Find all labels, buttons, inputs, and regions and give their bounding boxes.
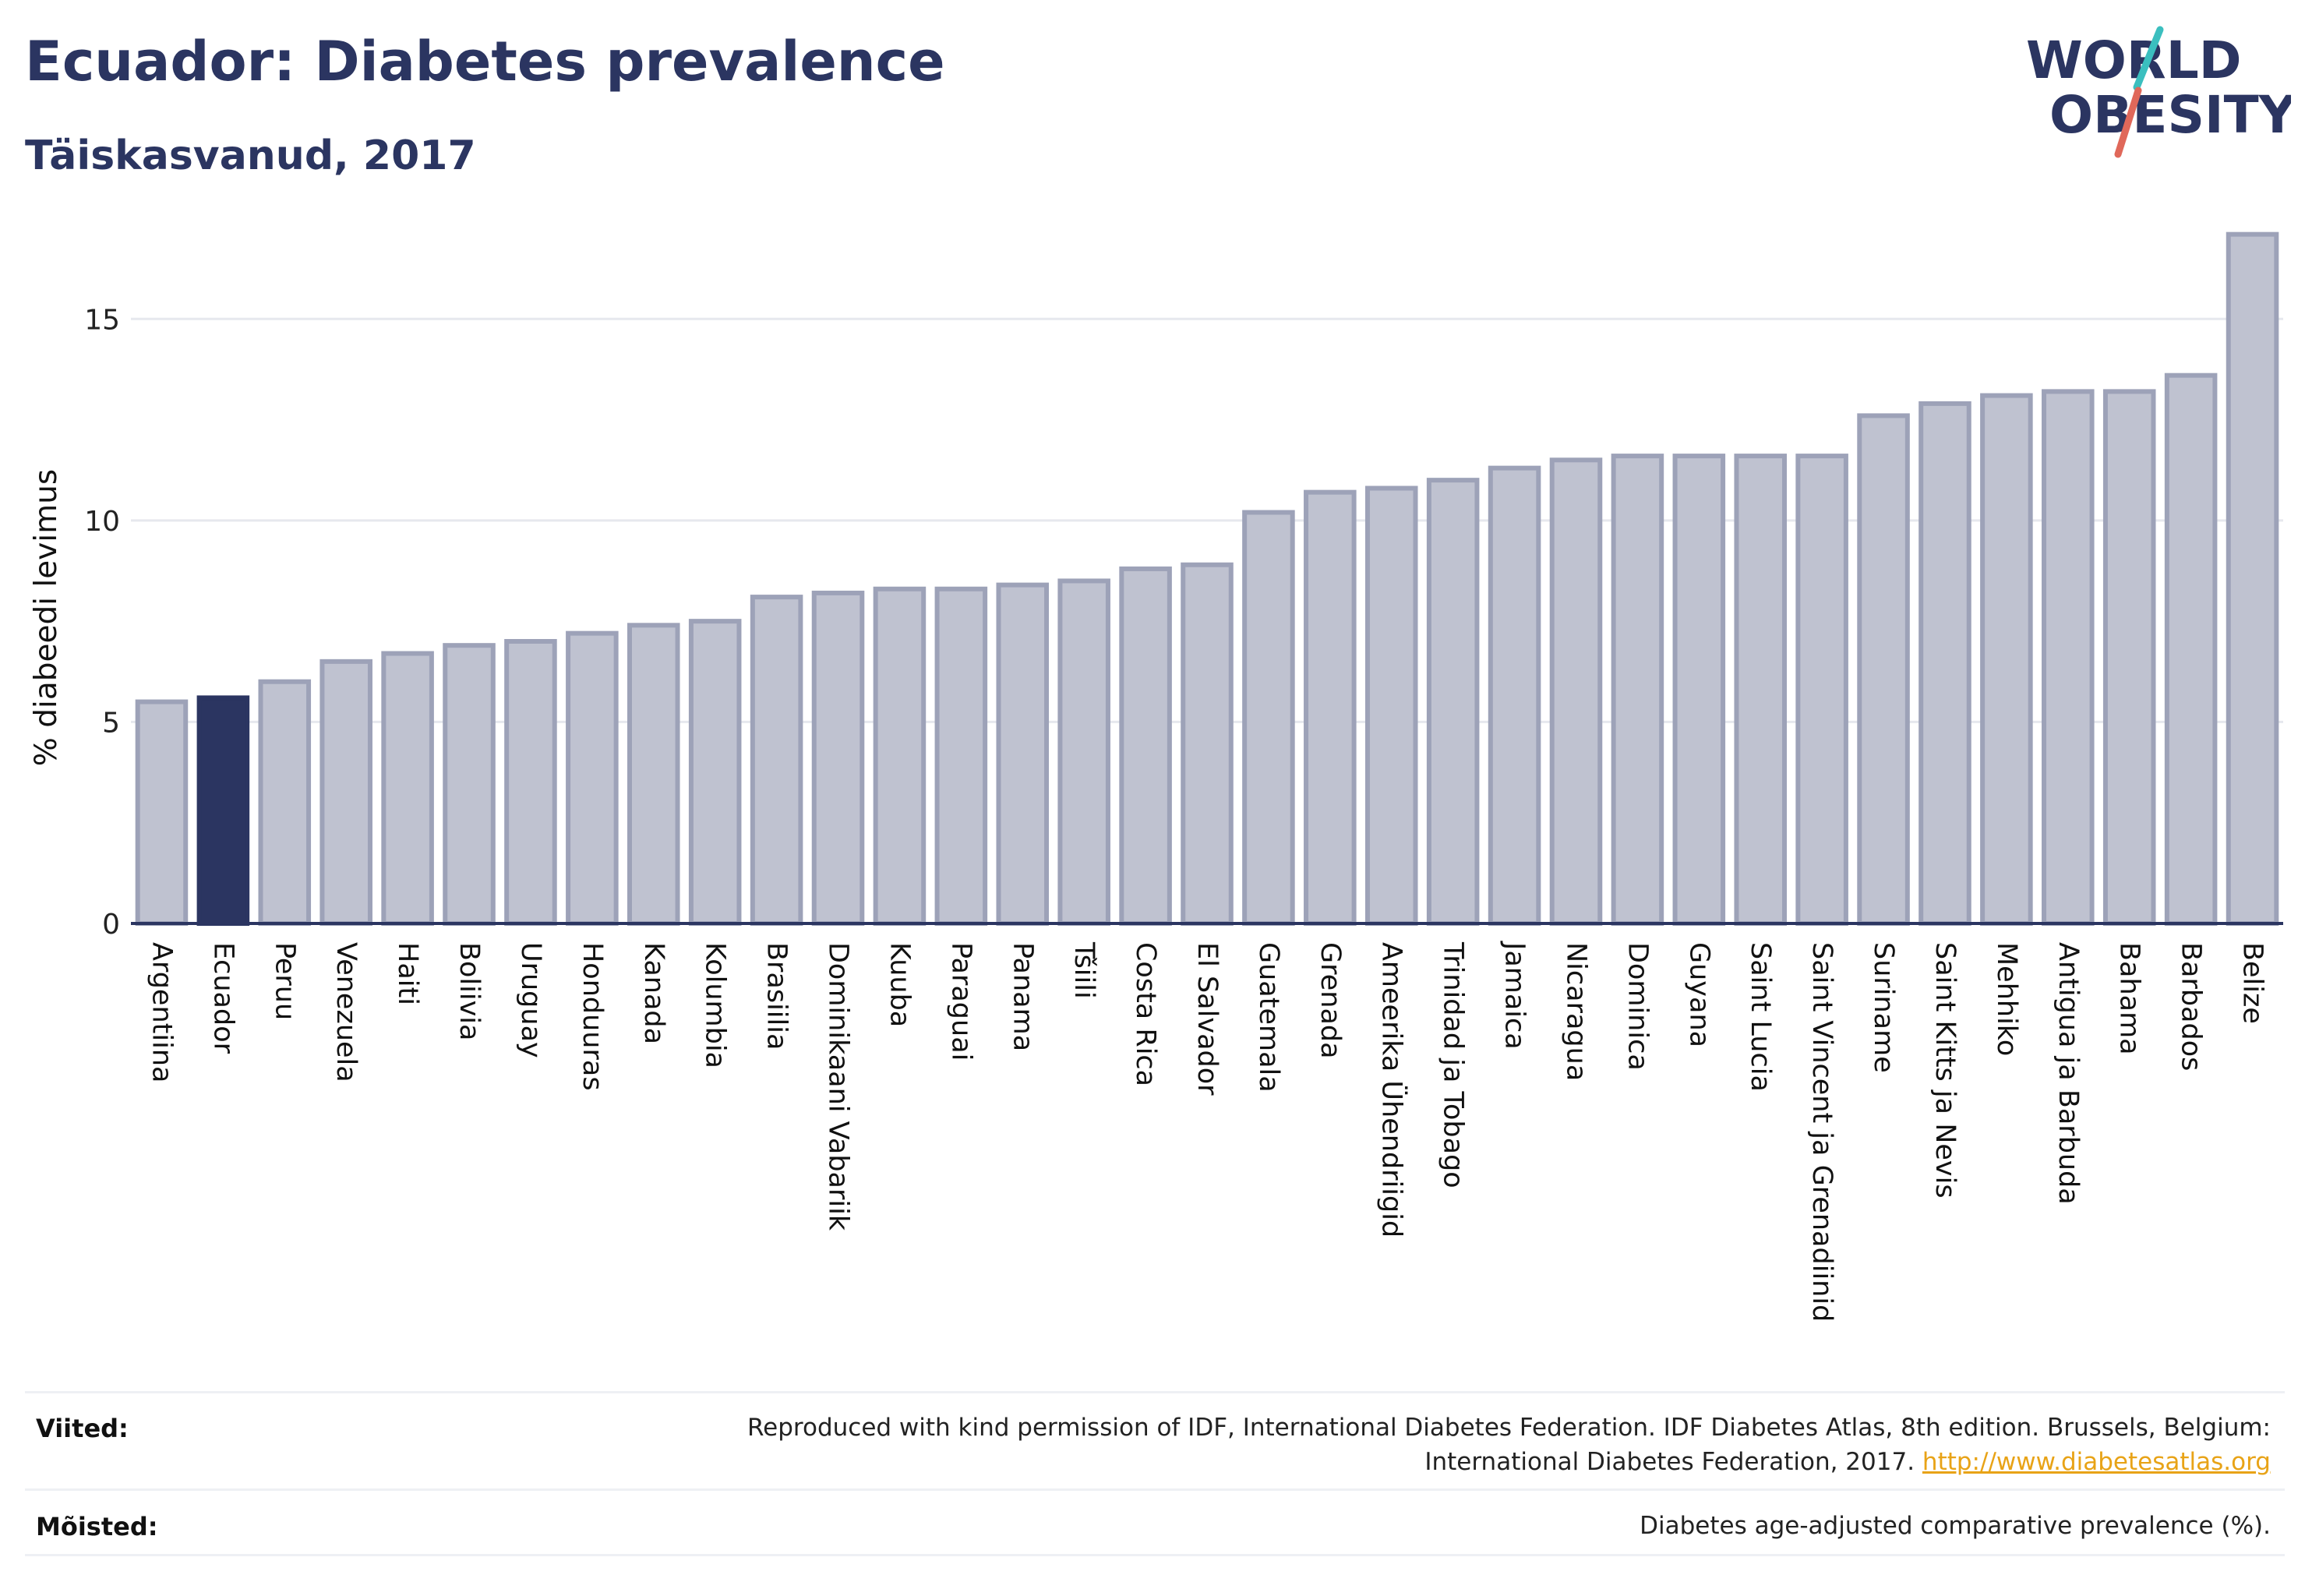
x-tick-label-ameerika-ühendriigid: Ameerika Ühendriigid <box>1376 942 1409 1238</box>
footer-divider-top <box>25 1391 2285 1393</box>
bar-kuuba <box>873 586 927 926</box>
x-tick-label-boliivia: Boliivia <box>454 942 485 1040</box>
references-link[interactable]: http://www.diabetesatlas.org <box>1922 1448 2271 1476</box>
definitions-label: Mõisted: <box>36 1512 158 1541</box>
x-tick-label-saint-vincent-ja-grenadiinid: Saint Vincent ja Grenadiinid <box>1806 942 1837 1322</box>
x-tick-label-bahama: Bahama <box>2114 942 2145 1055</box>
bar-chart: 0 5 10 15 Argentiina Ecuador Peruu Venezuela Ha… <box>29 231 2283 1322</box>
references-text-line2-text: International Diabetes Federation, 2017. <box>1424 1448 1915 1476</box>
logo-slash-top <box>2133 26 2164 91</box>
bar-dominica <box>1611 454 1664 926</box>
x-tick-label-nicaragua: Nicaragua <box>1560 942 1591 1081</box>
x-tick-label-panama: Panama <box>1007 942 1038 1051</box>
x-tick-label-ecuador: Ecuador <box>207 942 238 1054</box>
bar-honduuras <box>566 630 619 927</box>
references-label: Viited: <box>36 1414 129 1443</box>
bar-barbados <box>2164 373 2218 926</box>
y-tick-label-0: 0 <box>102 909 120 941</box>
bar-suriname <box>1857 413 1910 926</box>
x-tick-label-dominica: Dominica <box>1622 942 1653 1071</box>
world-obesity-logo: WORLD OBESITY <box>2026 26 2291 158</box>
x-tick-label-jamaica: Jamaica <box>1499 941 1530 1050</box>
bar-uruguay <box>504 639 557 926</box>
x-tick-label-antigua-ja-barbuda: Antigua ja Barbuda <box>2053 942 2084 1205</box>
bar-ecuador <box>196 695 250 927</box>
bar-boliivia <box>443 643 496 927</box>
x-tick-label-paraguai: Paraguai <box>945 942 976 1061</box>
logo-slash-bottom <box>2114 87 2142 158</box>
x-tick-label-kanada: Kanada <box>638 942 669 1044</box>
bar-panama <box>996 582 1050 926</box>
bar-dominikaani-vabariik <box>811 590 865 926</box>
x-tick-label-peruu: Peruu <box>269 942 300 1020</box>
x-tick-label-saint-kitts-ja-nevis: Saint Kitts ja Nevis <box>1929 942 1961 1199</box>
bar-venezuela <box>319 659 372 926</box>
bar-antigua-ja-barbuda <box>2042 389 2095 927</box>
bar-saint-kitts-ja-nevis <box>1918 401 1971 926</box>
bar-argentiina <box>135 699 189 926</box>
x-tick-label-dominikaani-vabariik: Dominikaani Vabariik <box>823 942 854 1231</box>
bar-kanada <box>627 623 680 926</box>
logo-text-line1: WORLD <box>2026 30 2242 90</box>
x-tick-label-saint-lucia: Saint Lucia <box>1745 942 1776 1092</box>
bar-haiti <box>381 651 434 926</box>
bar-mehhiko <box>1980 393 2033 926</box>
x-tick-label-uruguay: Uruguay <box>515 942 546 1058</box>
y-tick-label-15: 15 <box>84 304 120 336</box>
y-tick-label-5: 5 <box>102 707 120 739</box>
y-tick-labels: 0 5 10 15 <box>84 304 120 941</box>
x-tick-label-grenada: Grenada <box>1315 942 1346 1059</box>
bar-grenada <box>1304 489 1357 926</box>
definitions-text: Diabetes age-adjusted comparative preval… <box>1640 1512 2271 1540</box>
x-tick-label-costa-rica: Costa Rica <box>1130 942 1161 1086</box>
references-text-line2: International Diabetes Federation, 2017.… <box>747 1445 2271 1479</box>
bar-nicaragua <box>1549 457 1603 926</box>
page-subtitle: Täiskasvanud, 2017 <box>25 132 476 179</box>
x-tick-label-guatemala: Guatemala <box>1253 942 1284 1093</box>
bar-ameerika-ühendriigid <box>1364 486 1418 926</box>
x-tick-label-mehhiko: Mehhiko <box>1991 942 2022 1056</box>
bar-kolumbia <box>688 619 742 927</box>
x-tick-label-el-salvador: El Salvador <box>1191 942 1223 1096</box>
bar-peruu <box>258 679 312 926</box>
bar-guatemala <box>1242 510 1295 926</box>
bars <box>135 231 2279 927</box>
x-tick-labels: Argentiina Ecuador Peruu Venezuela Haiti Boli… <box>146 941 2268 1322</box>
x-tick-label-barbados: Barbados <box>2176 942 2207 1071</box>
bar-brasiilia <box>750 595 803 926</box>
references-text: Reproduced with kind permission of IDF, … <box>747 1411 2271 1479</box>
bar-tšiili <box>1057 578 1110 927</box>
page-title: Ecuador: Diabetes prevalence <box>25 30 945 94</box>
x-tick-label-tšiili: Tšiili <box>1068 941 1100 999</box>
x-tick-label-argentiina: Argentiina <box>146 942 177 1082</box>
bar-bahama <box>2102 389 2156 927</box>
bar-saint-vincent-ja-grenadiinid <box>1795 454 1848 926</box>
x-tick-label-venezuela: Venezuela <box>330 942 362 1082</box>
x-tick-label-trinidad-ja-tobago: Trinidad ja Tobago <box>1438 941 1469 1188</box>
x-tick-label-kuuba: Kuuba <box>884 942 915 1027</box>
logo-text-line2: OBESITY <box>2049 85 2291 145</box>
bar-belize <box>2226 231 2279 926</box>
bar-el-salvador <box>1181 562 1234 926</box>
y-tick-label-10: 10 <box>84 506 120 538</box>
bar-paraguai <box>934 586 988 926</box>
bar-costa-rica <box>1119 566 1172 927</box>
bar-saint-lucia <box>1734 454 1788 926</box>
x-tick-label-kolumbia: Kolumbia <box>700 942 731 1068</box>
y-axis-label: % diabeedi levimus <box>29 469 64 766</box>
bar-guyana <box>1672 454 1726 926</box>
bar-trinidad-ja-tobago <box>1426 478 1480 926</box>
x-tick-label-belize: Belize <box>2237 942 2268 1024</box>
bar-jamaica <box>1488 465 1541 926</box>
footer-divider-bottom <box>25 1554 2285 1556</box>
footer-divider-middle <box>25 1488 2285 1491</box>
x-tick-label-suriname: Suriname <box>1868 942 1899 1073</box>
x-tick-label-haiti: Haiti <box>392 942 423 1005</box>
x-tick-label-guyana: Guyana <box>1683 942 1714 1047</box>
x-tick-label-brasiilia: Brasiilia <box>761 942 792 1050</box>
references-text-line1: Reproduced with kind permission of IDF, … <box>747 1414 2271 1442</box>
x-tick-label-honduuras: Honduuras <box>577 942 608 1091</box>
